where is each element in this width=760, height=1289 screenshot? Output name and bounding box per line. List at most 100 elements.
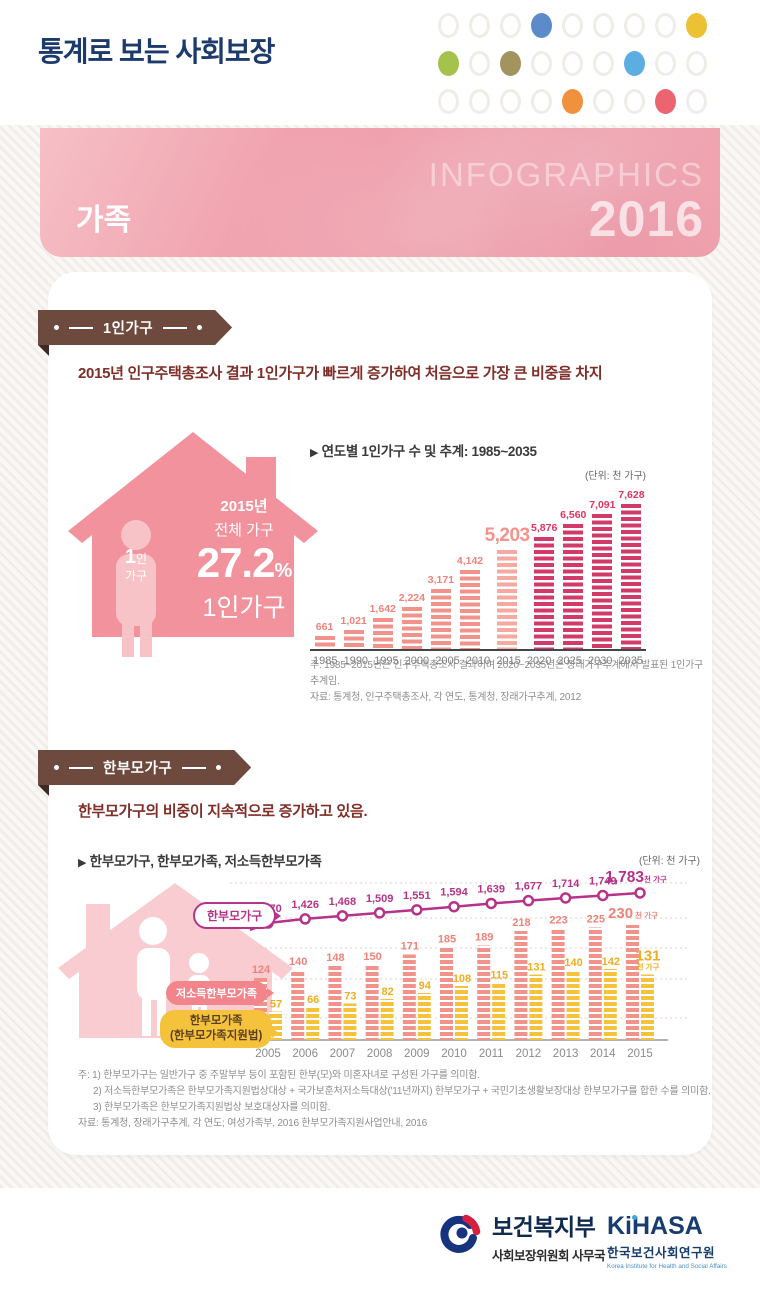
bar-value-label: 1,021 [340,615,367,627]
dot [469,88,490,114]
bar-column: 3,171 [426,574,455,649]
kihasa-english-name: Korea Institute for Health and Social Af… [607,1263,727,1270]
ribbon-dot-left [54,325,59,330]
line-marker [522,894,535,907]
pink-bar-label: 189 [475,932,493,944]
content-card: 1인가구 2015년 인구주택총조사 결과 1인가구가 빠르게 증가하여 처음으… [38,272,712,1155]
infographics-wordmark: INFOGRAPHICS [428,156,704,193]
bar-value-label: 1,642 [369,603,396,615]
note-line: 자료: 통계청, 장래가구추계, 각 연도; 여성가족부, 2016 한부모가족… [78,1118,427,1129]
pink-bar [291,970,305,1040]
bar [430,589,451,649]
pink-bar-label: 230 천 가구 [608,905,658,922]
pink-bar [440,947,453,1040]
dot [686,88,707,114]
ribbon-label: 1인가구 [103,321,154,337]
bar-value-label: 5,203 [484,525,531,546]
pink-bar-label: 140 [289,956,307,968]
bar [534,537,555,649]
banner-swirl-decoration [380,128,720,257]
section-ribbon-single-household: 1인가구 [38,310,232,345]
chart-unit-label: (단위: 천 가구) [639,856,700,867]
chart-unit-label: (단위: 천 가구) [585,471,646,482]
yellow-bar-label: 142 [602,956,620,968]
bar [621,504,642,649]
bar [401,607,422,649]
legend-family-pill: 한부모가족 (한부모가족지원법) [160,1010,280,1048]
dot [438,12,459,38]
pink-bar [588,927,602,1040]
x-axis-tick: 2035 [618,655,643,667]
x-axis-tick: 2011 [479,1048,504,1060]
single-parent-chart-svg: 124 57 2005 140 66 2006 148 73 2007 150 82 2008 171 9… [230,870,688,1060]
single-household-chart-bars: 661 1,021 1,642 2,224 3,171 4,142 5,203 5,876 6,… [310,484,646,651]
bar-column: 6,560 [559,509,588,649]
dot [624,50,645,76]
line-marker [299,913,311,925]
dot [624,88,645,114]
page-title: 통계로 보는 사회보장 [38,36,275,67]
yellow-bar [380,999,394,1040]
pointer-tail [266,988,274,998]
line-value-label: 1,783천 가구 [605,870,667,886]
ribbon-fold [38,785,49,796]
mohw-symbol-icon [440,1214,481,1253]
bar [563,524,584,649]
pink-bar [328,966,342,1040]
bar-column: 1,642 [368,603,397,649]
line-value-label: 1,714 [552,878,580,890]
dot [562,12,583,38]
line-value-label: 1,468 [329,896,357,908]
single-household-headline: 2015년 인구주택총조사 결과 1인가구가 빠르게 증가하여 처음으로 가장 … [78,365,603,382]
callout-label: 1인가구 [202,594,286,623]
chart-title-text: 연도별 1인가구 수 및 추계: 1985~2035 [321,444,537,459]
callout-percent: 27.2% [196,539,293,586]
dot [686,12,707,38]
pink-bar-label: 171 [401,941,419,953]
mohw-text: 보건복지부 사회보장위원회 사무국 [492,1208,605,1264]
kihasa-wordmark: KiHASA [607,1212,703,1240]
infographics-year: 2016 [588,191,704,247]
mohw-logo: 보건복지부 사회보장위원회 사무국 [436,1208,605,1264]
x-axis-tick: 2015 [496,655,521,667]
banner-category-label: 가족 [76,204,132,237]
dot [562,50,583,76]
bar [460,570,481,649]
dot [500,88,521,114]
banner-swirl-decoration [470,128,720,257]
bar [497,550,518,649]
bar-column: 5,876 [530,522,559,649]
dot [655,12,676,38]
yellow-bar [603,969,617,1040]
chart-title-text: 한부모가구, 한부모가족, 저소득한부모가족 [89,854,322,869]
dot [562,88,583,114]
line-value-label: 1,677 [515,881,543,893]
yellow-bar-label: 115 [490,970,508,982]
dot [624,12,645,38]
yellow-bar [417,993,431,1040]
ribbon-line-right [182,767,206,769]
single-household-share-callout: 2015년 전체 가구 27.2% 1인가구 [170,495,318,624]
bar-column: 661 [310,621,339,649]
second-section-notes: 주: 1) 한부모가구는 일반가구 중 주말부부 등이 포함된 한부(모)와 미… [78,1068,711,1132]
bar-column: 2,224 [397,592,426,649]
yellow-bar [343,1003,357,1040]
single-parent-chart: 124 57 2005 140 66 2006 148 73 2007 150 82 2008 171 9… [48,870,712,1070]
bar-value-label: 4,142 [456,555,484,567]
ribbon-line-left [69,327,93,329]
dot [469,50,490,76]
striped-background: INFOGRAPHICS 2016 가족 1인가구 2015년 인구주택총조사 … [0,125,760,1188]
dot [469,12,490,38]
line-marker [634,887,646,899]
dot [500,50,521,76]
bar-column: 4,142 [455,555,484,649]
line-marker [411,904,423,916]
bar [372,618,393,649]
kihasa-logo: KiHASA 한국보건사회연구원 Korea Institute for Hea… [607,1212,727,1271]
pink-bar-label: 148 [326,952,344,964]
kihasa-korean-name: 한국보건사회연구원 [607,1246,716,1260]
dot [686,50,707,76]
x-axis-tick: 2010 [465,655,491,667]
line-value-label: 1,509 [366,893,394,905]
pink-bar-label: 185 [438,934,456,946]
